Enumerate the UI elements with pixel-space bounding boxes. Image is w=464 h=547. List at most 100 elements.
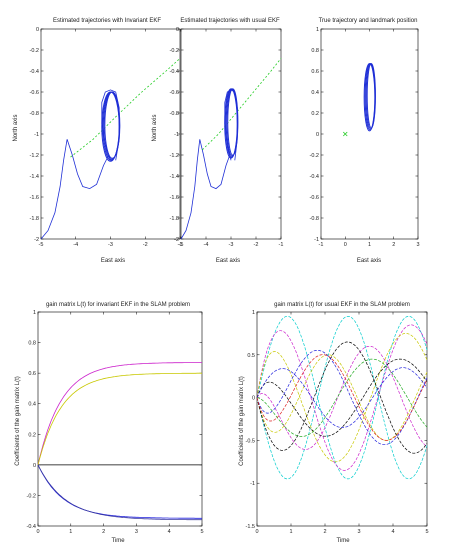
y-axis-label: North axis — [13, 114, 19, 141]
x-tick-label: 5 — [200, 529, 203, 535]
loop-orbit — [104, 91, 121, 159]
x-tick-label: -1 — [319, 242, 324, 248]
panel-true-trajectory: True trajectory and landmark position Ea… — [310, 18, 420, 264]
x-tick-label: -4 — [204, 242, 209, 248]
x-axis-label: Time — [336, 538, 350, 544]
panel-title: Estimated trajectories with usual EKF — [180, 18, 280, 24]
y-tick-label: -2 — [34, 237, 39, 243]
plot-frame — [40, 28, 181, 240]
gain-curve-6 — [256, 341, 428, 454]
gain-curve-5 — [256, 354, 428, 441]
x-tick-label: -5 — [39, 242, 44, 248]
x-axis-label: Time — [111, 538, 125, 544]
panel-invariant-ekf-trajectories: Estimated trajectories with Invariant EK… — [13, 18, 182, 264]
plot-frame — [37, 311, 203, 527]
y-tick-label: -1 — [174, 132, 179, 138]
y-tick-label: -0.2 — [170, 48, 179, 54]
y-tick-label: 1 — [316, 27, 319, 33]
series-line-1 — [70, 58, 181, 158]
series-line-0 — [180, 89, 238, 240]
gain-curve-4 — [37, 464, 202, 521]
x-tick-label: 3 — [357, 529, 360, 535]
x-axis-label: East axis — [216, 258, 240, 264]
y-tick-label: 0 — [33, 463, 36, 469]
gain-curve-0 — [37, 362, 202, 465]
panel-usual-ekf-trajectories: Estimated trajectories with usual EKF Ea… — [152, 18, 283, 264]
y-tick-label: 0.5 — [247, 353, 255, 359]
y-tick-label: -0.2 — [310, 153, 319, 159]
y-tick-label: -0.4 — [30, 69, 39, 75]
series-line-0 — [40, 89, 120, 240]
x-tick-label: 4 — [391, 529, 394, 535]
y-tick-label: -1 — [250, 481, 255, 487]
y-tick-label: -1.5 — [246, 524, 255, 530]
y-tick-label: 0 — [176, 27, 179, 33]
y-tick-label: 1 — [33, 310, 36, 316]
x-tick-label: 1 — [368, 242, 371, 248]
y-axis-label: North axis — [152, 114, 158, 141]
y-tick-label: -1.4 — [170, 174, 179, 180]
y-axis-label: Coefficients of the gain matrix L(t) — [239, 376, 245, 466]
panel-title: Estimated trajectories with Invariant EK… — [53, 18, 161, 24]
plot-frame — [180, 28, 282, 240]
panel-title: gain matrix L(t) for invariant EKF in th… — [46, 302, 190, 308]
y-tick-label: -0.2 — [30, 48, 39, 54]
y-tick-label: 0.2 — [28, 432, 36, 438]
y-tick-label: -0.8 — [30, 111, 39, 117]
panel-title: True trajectory and landmark position — [319, 18, 418, 24]
x-axis-label: East axis — [357, 258, 381, 264]
plot-frame — [256, 311, 428, 527]
y-tick-label: 0.6 — [28, 371, 36, 377]
y-tick-label: -0.6 — [170, 90, 179, 96]
y-tick-label: -0.4 — [310, 174, 319, 180]
x-tick-label: -3 — [108, 242, 113, 248]
y-tick-label: -0.8 — [310, 216, 319, 222]
x-tick-label: 2 — [102, 529, 105, 535]
y-tick-label: 1 — [252, 310, 255, 316]
y-tick-label: 0 — [36, 27, 39, 33]
gain-curve-3 — [37, 464, 202, 519]
x-tick-label: -2 — [143, 242, 148, 248]
panel-usual-ekf-gain: gain matrix L(t) for usual EKF in the SL… — [239, 302, 429, 544]
y-tick-label: -1.2 — [30, 153, 39, 159]
plot-frame — [320, 28, 419, 240]
y-tick-label: -1 — [314, 237, 319, 243]
series-line-1 — [202, 58, 282, 151]
x-tick-label: -5 — [179, 242, 184, 248]
x-tick-label: 2 — [323, 529, 326, 535]
x-tick-label: 1 — [289, 529, 292, 535]
gain-curve-9 — [256, 367, 428, 428]
loop-orbit — [227, 88, 239, 156]
y-tick-label: 0.8 — [311, 48, 319, 54]
y-tick-label: 0.2 — [311, 111, 319, 117]
y-tick-label: 0.8 — [28, 341, 36, 347]
y-tick-label: -1.2 — [170, 153, 179, 159]
landmark-marker — [342, 131, 348, 137]
x-tick-label: 0 — [344, 242, 347, 248]
x-tick-label: 3 — [135, 529, 138, 535]
y-tick-label: -0.6 — [310, 195, 319, 201]
x-tick-label: -4 — [73, 242, 78, 248]
y-tick-label: -0.2 — [27, 493, 36, 499]
x-tick-label: 0 — [36, 529, 39, 535]
y-tick-label: 0.6 — [311, 69, 319, 75]
y-tick-label: -1.6 — [30, 195, 39, 201]
y-axis-label: Coefficients of the gain matrix L(t) — [15, 376, 21, 466]
gain-curve-11 — [256, 354, 428, 441]
y-tick-label: -1 — [34, 132, 39, 138]
x-axis-label: East axis — [101, 258, 125, 264]
x-tick-label: -1 — [178, 242, 183, 248]
x-tick-label: 1 — [69, 529, 72, 535]
x-tick-label: 3 — [416, 242, 419, 248]
y-tick-label: -0.6 — [30, 90, 39, 96]
x-tick-label: -2 — [254, 242, 259, 248]
gain-curve-1 — [256, 315, 428, 480]
gain-curve-1 — [37, 372, 202, 465]
y-tick-label: 0 — [316, 132, 319, 138]
gain-curve-0 — [256, 315, 428, 480]
panel-invariant-ekf-gain: gain matrix L(t) for invariant EKF in th… — [15, 302, 204, 544]
y-tick-label: -0.8 — [170, 111, 179, 117]
gain-curve-10 — [256, 358, 428, 437]
gain-curve-8 — [256, 349, 428, 446]
